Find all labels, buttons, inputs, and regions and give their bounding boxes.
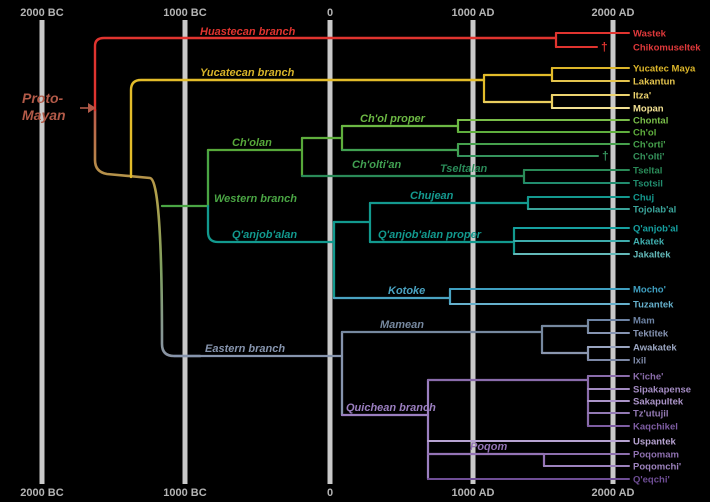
tree-edges-layer [80, 31, 630, 481]
leaf-label-chikomuseltek: Chikomuseltek [633, 43, 701, 54]
leaf-label-wastek: Wastek [633, 29, 667, 40]
leaf-label-tektitek: Tektitek [633, 329, 669, 340]
itza-feed [482, 93, 554, 110]
choltian-line [340, 142, 460, 158]
branch-label-tseltalan: Tseltalan [440, 163, 488, 175]
leaf-label-mopan: Mopan [633, 104, 664, 115]
timeline-layer: 2000 BC 2000 BC 1000 BC 1000 BC 0 0 1000 AD 100… [20, 7, 634, 499]
branch-label-ch-ol-proper: Ch'ol proper [360, 113, 426, 125]
leaf-label-kaqchikel: Kaqchikel [633, 422, 678, 433]
branch-label-ch-olti-an: Ch'olti'an [352, 159, 402, 171]
leaf-label-ch-orti: Ch'orti' [633, 140, 666, 151]
branch-label-chujean: Chujean [410, 190, 454, 202]
leaf-label-ch-olti: Ch'olti' [633, 152, 664, 163]
branch-label-eastern-branch: Eastern branch [205, 343, 285, 355]
awakatek-ixil-feed [540, 345, 590, 362]
huastecan-main [93, 36, 558, 112]
era-label-top-3: 1000 AD [451, 7, 494, 19]
era-label-bottom-4: 2000 AD [591, 487, 634, 499]
leaf-label-sipakapense: Sipakapense [633, 385, 691, 396]
leaf-label-akatek: Akatek [633, 237, 665, 248]
root-arrow-icon [88, 103, 96, 113]
leaf-label-yucatec-maya: Yucatec Maya [633, 64, 696, 75]
branch-label-mamean: Mamean [380, 319, 424, 331]
era-label-top-0: 2000 BC [20, 7, 63, 19]
chujean-line [368, 195, 530, 211]
leaf-label-jakaltek: Jakaltek [633, 250, 671, 261]
era-label-bottom-3: 1000 AD [451, 487, 494, 499]
timeline-bar-0 [327, 20, 333, 484]
tseltalan-line [300, 168, 526, 185]
leaf-label-tsotsil: Tsotsil [633, 179, 663, 190]
leaf-label-chontal: Chontal [633, 116, 668, 127]
tree-labels-layer: Proto-Mayan Huastecan branch Yucatecan bra… [22, 26, 701, 486]
poqom-line [426, 452, 546, 468]
quichean-line [340, 378, 430, 481]
timeline-bar-2000-bc [39, 20, 45, 484]
branch-label-yucatecan-branch: Yucatecan branch [200, 67, 295, 79]
era-label-bottom-2: 0 [327, 487, 333, 499]
leaf-label-tuzantek: Tuzantek [633, 300, 674, 311]
branch-label-huastecan-branch: Huastecan branch [200, 26, 296, 38]
leaf-label-itza: Itza' [633, 91, 651, 102]
extinct-dagger-icon-ch-olti: † [602, 149, 609, 163]
branch-label-poqom: Poqom [470, 441, 507, 453]
leaf-label-k-iche: K'iche' [633, 372, 663, 383]
leaf-label-mam: Mam [633, 316, 655, 327]
branch-label-q-anjob-alan: Q'anjob'alan [232, 229, 297, 241]
western-bracket-lower [206, 204, 336, 244]
leaf-label-q-anjob-al: Q'anjob'al [633, 224, 678, 235]
branch-label-quichean-branch: Quichean branch [346, 402, 436, 414]
leaf-label-poqomam: Poqomam [633, 450, 679, 461]
era-label-top-1: 1000 BC [163, 7, 206, 19]
extinct-dagger-icon-chikomuseltek: † [601, 40, 608, 54]
yucatecan-main [129, 78, 486, 179]
mam-tektitek-feed [540, 318, 590, 335]
leaf-label-awakatek: Awakatek [633, 343, 677, 354]
qanjobalan-chujean-feed [332, 201, 372, 244]
branch-label-ch-olan: Ch'olan [232, 137, 272, 149]
leaf-label-tz-utujil: Tz'utujil [633, 409, 669, 420]
branch-label-q-anjob-alan-proper: Q'anjob'alan proper [378, 229, 482, 241]
leaf-label-lakantun: Lakantun [633, 77, 675, 88]
leaf-label-mocho: Mocho' [633, 285, 666, 296]
mamean-line [340, 324, 544, 355]
kiche-proper-feed [426, 374, 590, 428]
branch-label-western-branch: Western branch [214, 193, 297, 205]
cholan-feed [300, 124, 344, 152]
leaf-label-poqomchi: Poqomchi' [633, 462, 681, 473]
leaf-label-tojolab-al: Tojolab'al [633, 205, 676, 216]
eastern-line [172, 330, 344, 417]
era-label-bottom-0: 2000 BC [20, 487, 63, 499]
era-label-top-2: 0 [327, 7, 333, 19]
branch-label-kotoke: Kotoke [388, 285, 425, 297]
timeline-bar-1000-ad [470, 20, 476, 484]
cholan-tseltalan-feed [206, 136, 304, 178]
leaf-label-q-eqchi: Q'eqchi' [633, 475, 670, 486]
chol-proper-line [340, 118, 460, 134]
timeline-bar-1000-bc [182, 20, 188, 484]
leaf-label-chuj: Chuj [633, 193, 654, 204]
root-label-line2: Mayan [22, 107, 66, 123]
kotoke-line [332, 287, 452, 306]
proto-mayan-trunk [93, 108, 202, 358]
leaf-label-ch-ol: Ch'ol [633, 128, 656, 139]
era-label-bottom-1: 1000 BC [163, 487, 206, 499]
leaf-label-tseltal: Tseltal [633, 166, 662, 177]
leaf-label-sakapultek: Sakapultek [633, 397, 684, 408]
leaf-label-ixil: Ixil [633, 356, 646, 367]
root-label-line1: Proto- [22, 90, 64, 106]
timeline-bar-2000-ad [610, 20, 616, 484]
yucatec-feed [482, 66, 554, 83]
era-label-top-4: 2000 AD [591, 7, 634, 19]
leaf-label-uspantek: Uspantek [633, 437, 676, 448]
